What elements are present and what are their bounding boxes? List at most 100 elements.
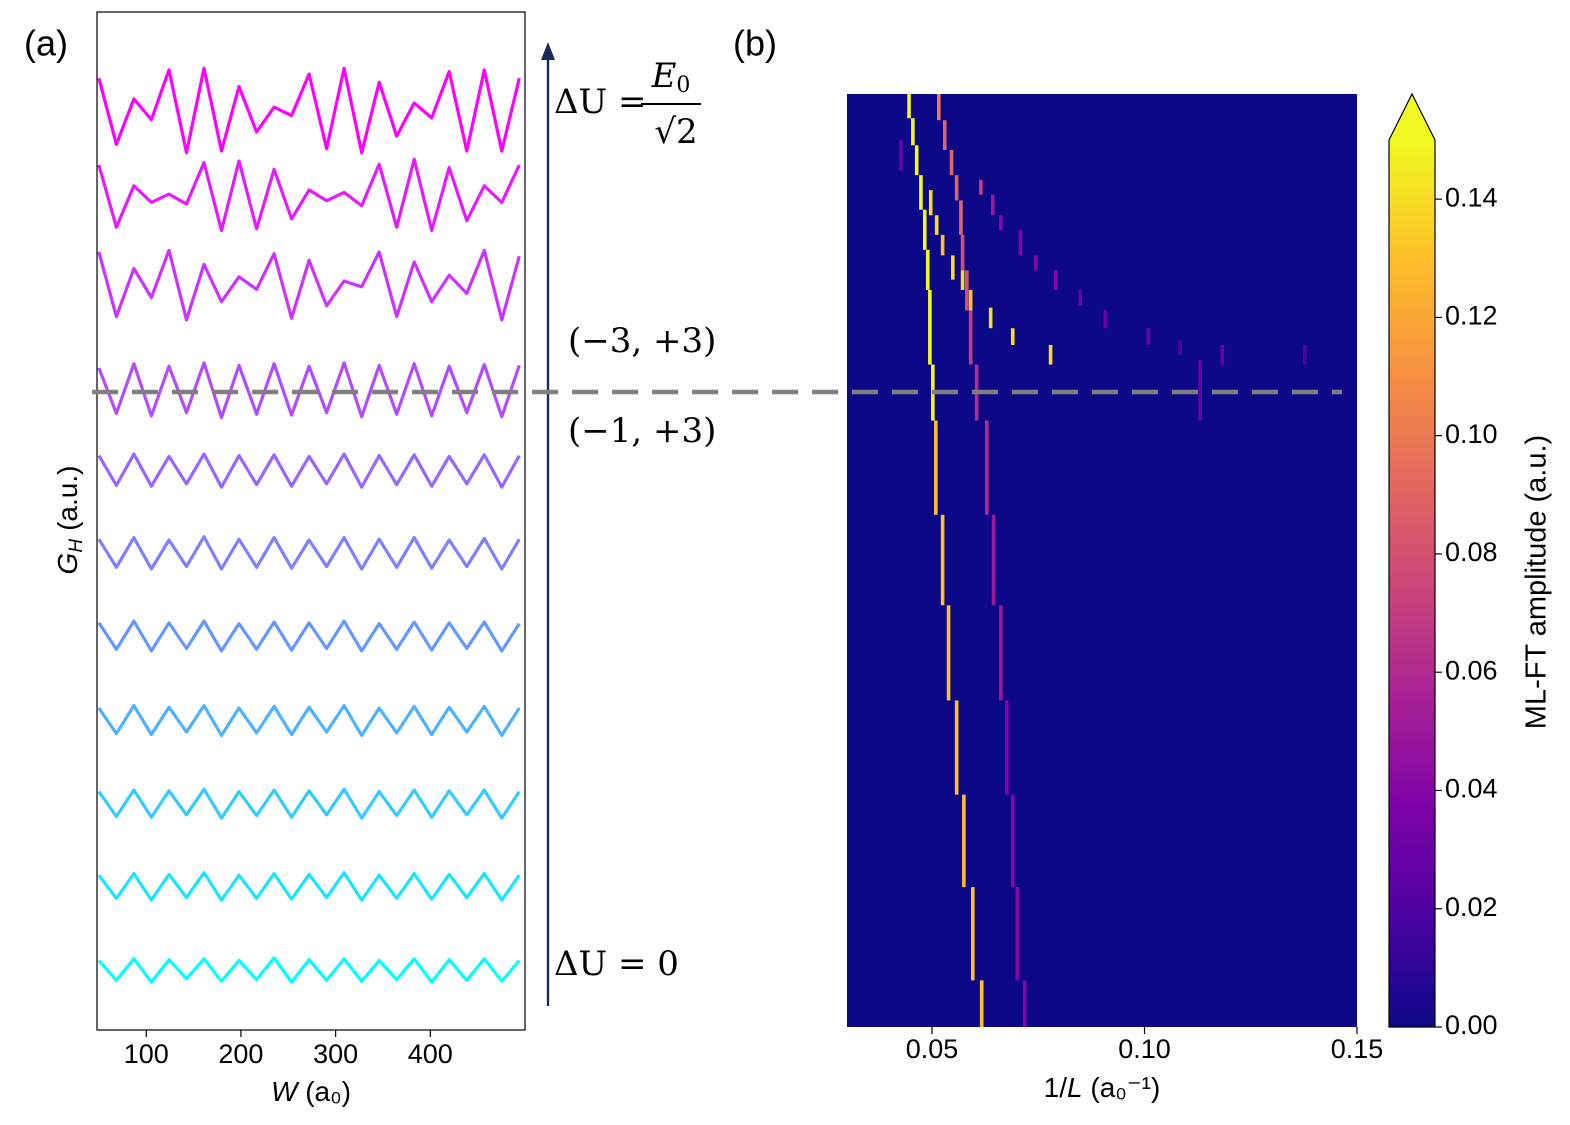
- x-tick-label: 100: [124, 1039, 169, 1069]
- heatmap-cell: [1048, 344, 1053, 365]
- x-tick-label: 400: [408, 1039, 453, 1069]
- heatmap-cell: [959, 200, 963, 235]
- heatmap-cell: [934, 420, 938, 515]
- heatmap-cell: [934, 215, 939, 235]
- y-axis-label: GH (a.u.): [52, 466, 87, 575]
- trace: [97, 157, 521, 233]
- colorbar-frame: [1388, 92, 1436, 1028]
- heatmap-cell: [968, 289, 973, 311]
- heatmap-cell: [946, 605, 951, 701]
- heatmap-cell: [940, 234, 945, 256]
- numerator: E: [651, 56, 677, 96]
- annotation: √2: [654, 112, 697, 152]
- heatmap-cell: [949, 149, 954, 176]
- x-tick-label: 300: [313, 1039, 358, 1069]
- annotation: ΔU =: [554, 82, 647, 122]
- heatmap-cell: [999, 215, 1003, 231]
- heatmap-cell: [962, 794, 966, 888]
- colorbar-tick-label: 0.02: [1445, 892, 1498, 922]
- heatmap-cell: [899, 139, 903, 171]
- heatmap-cell: [990, 194, 995, 216]
- x-label-unit: (a₀): [305, 1076, 351, 1107]
- colorbar-tick-label: 0.04: [1445, 774, 1498, 804]
- annotation: (−3, +3): [568, 321, 716, 361]
- heatmap-cell: [960, 234, 965, 271]
- colorbar-extend: [1389, 94, 1435, 140]
- heatmap-cell: [968, 310, 973, 365]
- trace: [97, 619, 521, 653]
- x-axis-label: 1/L (a₀⁻¹): [1044, 1072, 1161, 1103]
- x-label-symbol: W: [271, 1076, 300, 1107]
- trace: [97, 956, 521, 984]
- heatmap-cell: [985, 420, 989, 515]
- arrow-head: [541, 42, 555, 60]
- trace: [97, 248, 521, 322]
- colorbar-tick-label: 0.10: [1445, 419, 1498, 449]
- heatmap-cell: [1022, 980, 1027, 1027]
- heatmap-cell: [1078, 289, 1083, 305]
- heatmap-cell: [1010, 794, 1015, 888]
- x-tick-label: 0.05: [906, 1034, 959, 1064]
- y-label-unit: (a.u.): [52, 466, 83, 531]
- heatmap-cell: [1178, 340, 1182, 356]
- annotation: E0: [651, 56, 691, 98]
- heatmap-cell: [1018, 230, 1023, 256]
- heatmap-cell: [937, 94, 941, 121]
- numerator-sub: 0: [676, 73, 690, 98]
- colorbar-tick-label: 0.14: [1445, 182, 1498, 212]
- x-label-prefix: 1/: [1044, 1072, 1068, 1103]
- trace: [97, 452, 521, 489]
- heatmap-cell: [1302, 344, 1307, 365]
- heatmap-cell: [991, 514, 996, 606]
- heatmap-cell: [942, 120, 947, 150]
- colorbar: [1389, 140, 1435, 1027]
- colorbar-tick-label: 0.00: [1445, 1010, 1498, 1040]
- x-label-unit: (a₀⁻¹): [1090, 1072, 1160, 1103]
- x-tick-label: 200: [218, 1039, 263, 1069]
- trace: [97, 787, 521, 820]
- heatmap-cell: [919, 175, 923, 210]
- heatmap-cell: [928, 190, 933, 216]
- heatmap-cell: [1033, 255, 1038, 271]
- trace: [97, 66, 521, 155]
- heatmap-cell: [965, 270, 969, 311]
- colorbar-tick-label: 0.12: [1445, 301, 1498, 331]
- heatmap-cell: [954, 175, 959, 201]
- panel-label: (b): [733, 23, 777, 64]
- heatmap-cell: [960, 270, 965, 290]
- heatmap-cell: [1198, 359, 1202, 421]
- x-label-space: [297, 1076, 305, 1107]
- heatmap-cell: [922, 209, 927, 250]
- heatmap-cell: [1010, 328, 1015, 345]
- trace: [97, 704, 521, 737]
- panel-label: (a): [24, 23, 68, 64]
- annotation: (−1, +3): [568, 411, 716, 451]
- y-label-sub: H: [66, 539, 87, 553]
- trace: [97, 871, 521, 902]
- annotation: ΔU = 0: [554, 944, 679, 984]
- heatmap-cell: [954, 700, 959, 795]
- colorbar-tick-label: 0.08: [1445, 537, 1498, 567]
- y-label-symbol: G: [52, 553, 83, 575]
- x-label-symbol: L: [1067, 1072, 1083, 1103]
- heatmap-cell: [911, 118, 915, 146]
- x-tick-label: 0.15: [1331, 1034, 1384, 1064]
- heatmap-cell: [940, 514, 945, 606]
- heatmap-cell: [914, 145, 919, 176]
- x-tick-label: 0.10: [1118, 1034, 1171, 1064]
- heatmap-cell: [979, 179, 983, 195]
- trace: [97, 361, 521, 420]
- heatmap-cell: [907, 94, 911, 119]
- heatmap-cell: [925, 249, 930, 290]
- heatmap-cell: [971, 887, 975, 981]
- heatmap-cell: [1053, 270, 1058, 290]
- heatmap-cell: [999, 605, 1003, 701]
- heatmap-background: [847, 94, 1357, 1027]
- colorbar-tick-label: 0.06: [1445, 655, 1498, 685]
- heatmap-cell: [951, 255, 955, 280]
- heatmap-cell: [1005, 700, 1009, 795]
- x-axis-label: W (a₀): [271, 1076, 351, 1107]
- trace: [97, 535, 521, 571]
- x-label-space: [1083, 1072, 1091, 1103]
